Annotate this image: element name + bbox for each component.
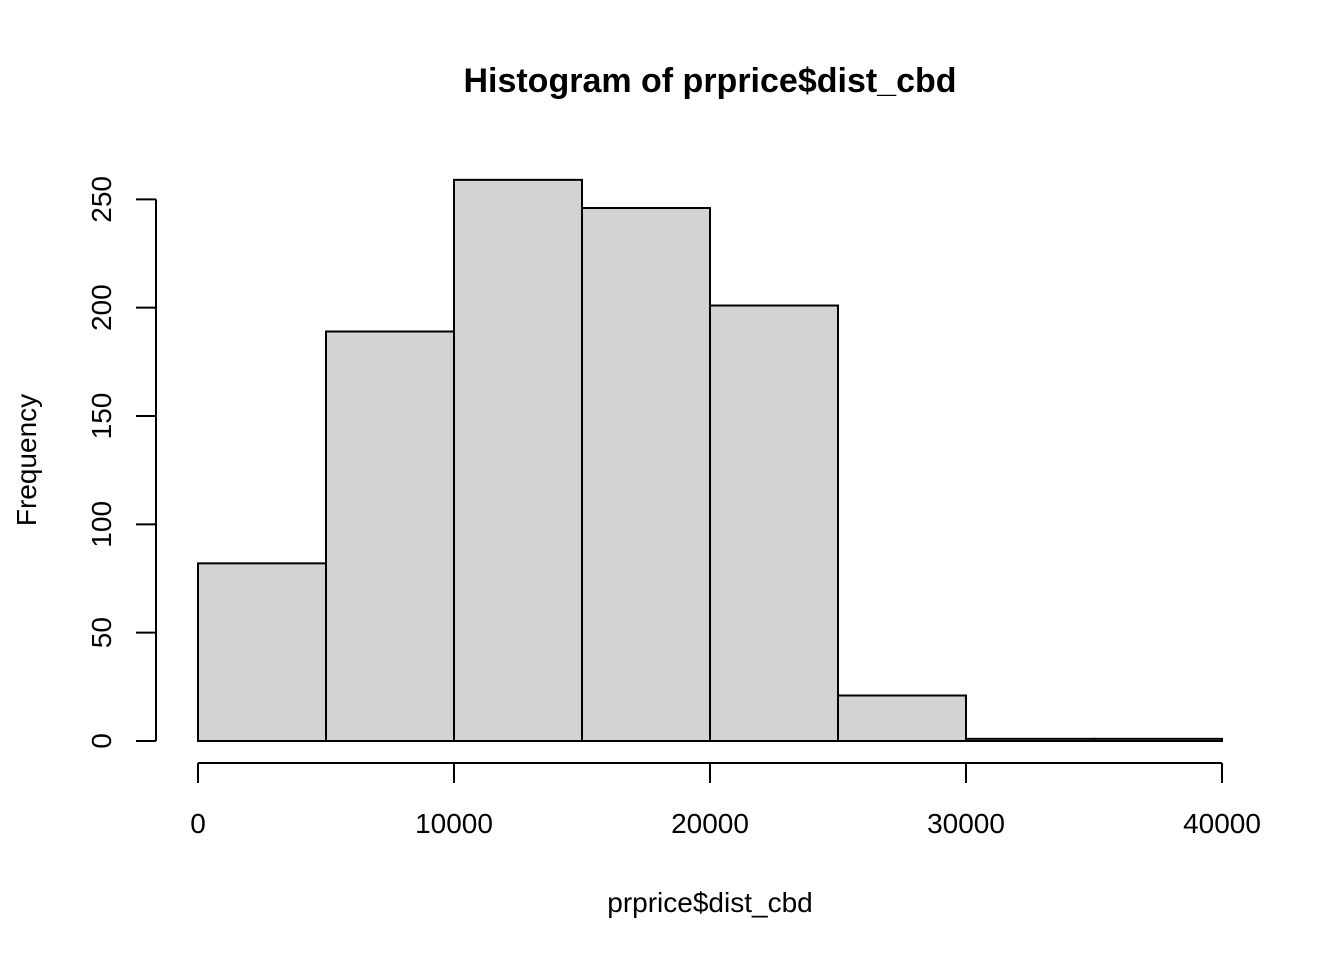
y-axis-label: Frequency bbox=[11, 394, 42, 526]
y-tick-label: 150 bbox=[86, 393, 117, 440]
y-tick-label: 100 bbox=[86, 501, 117, 548]
histogram-bar bbox=[453, 178, 583, 743]
histogram-bars bbox=[197, 178, 1223, 743]
x-tick-label: 20000 bbox=[671, 808, 749, 839]
histogram-bar bbox=[197, 562, 327, 742]
x-tick-label: 10000 bbox=[415, 808, 493, 839]
histogram-bar bbox=[837, 694, 967, 743]
histogram-bar bbox=[1093, 737, 1223, 742]
x-axis: 0 10000 20000 30000 40000 bbox=[190, 762, 1261, 839]
x-tick-label: 30000 bbox=[927, 808, 1005, 839]
histogram-bar bbox=[581, 207, 711, 742]
x-axis-label: prprice$dist_cbd bbox=[607, 887, 812, 918]
y-tick-label: 200 bbox=[86, 284, 117, 331]
x-tick-label: 0 bbox=[190, 808, 206, 839]
histogram-bar bbox=[709, 304, 839, 742]
y-tick-label: 250 bbox=[86, 176, 117, 223]
y-axis: 0 50 100 150 200 250 bbox=[86, 176, 157, 749]
x-tick-label: 40000 bbox=[1183, 808, 1261, 839]
histogram-bar bbox=[325, 330, 455, 742]
y-tick-label: 50 bbox=[86, 617, 117, 648]
y-tick-label: 0 bbox=[86, 733, 117, 749]
chart-title: Histogram of prprice$dist_cbd bbox=[463, 62, 956, 100]
histogram-bar bbox=[965, 737, 1095, 742]
